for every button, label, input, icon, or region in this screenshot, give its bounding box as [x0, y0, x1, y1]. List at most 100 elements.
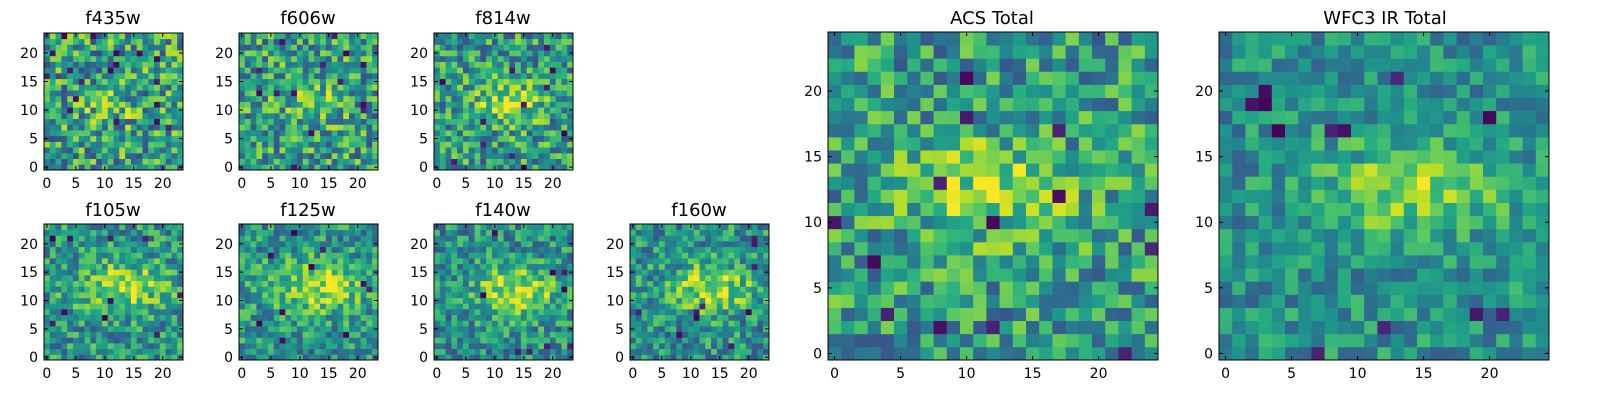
heatmap-cell	[894, 45, 908, 59]
heatmap-cell	[503, 78, 510, 85]
heatmap-cell	[676, 354, 683, 361]
heatmap-cell	[302, 286, 309, 293]
heatmap-cell	[1144, 202, 1159, 217]
heatmap-cell	[154, 78, 161, 85]
heatmap-cell	[267, 326, 275, 333]
heatmap-cell	[670, 303, 677, 310]
heatmap-cell	[159, 84, 167, 91]
heatmap-cell	[250, 147, 257, 154]
heatmap-cell	[148, 314, 155, 321]
heatmap-cell	[171, 84, 178, 91]
heatmap-cell	[544, 135, 551, 142]
heatmap-cell	[96, 320, 103, 327]
heatmap-cell	[555, 326, 562, 333]
heatmap-cell	[119, 224, 126, 231]
heatmap-cell	[308, 269, 315, 276]
heatmap-cell	[509, 124, 516, 131]
heatmap-cell	[84, 84, 91, 91]
heatmap-cell	[1078, 176, 1093, 190]
y-tick-label: 5	[615, 322, 624, 338]
heatmap-cell	[716, 331, 724, 338]
heatmap-cell	[308, 348, 315, 355]
heatmap-cell	[78, 124, 85, 131]
heatmap-cell	[687, 292, 695, 299]
heatmap-cell	[986, 215, 1000, 230]
plot-frame	[238, 223, 379, 361]
heatmap-cell	[728, 246, 735, 253]
heatmap-cell	[308, 303, 315, 310]
heatmap-cell	[1144, 333, 1159, 348]
heatmap-cell	[279, 297, 286, 304]
heatmap-cell	[705, 331, 712, 338]
heatmap-cell	[960, 97, 974, 112]
heatmap-cell	[49, 67, 56, 74]
heatmap-cell	[1311, 333, 1325, 348]
heatmap-cell	[267, 101, 275, 108]
heatmap-cell	[439, 50, 446, 57]
heatmap-cell	[61, 72, 68, 80]
plot-frame	[629, 223, 770, 361]
heatmap-cell	[555, 252, 562, 259]
heatmap-cell	[745, 235, 753, 242]
heatmap-cell	[711, 224, 718, 231]
heatmap-cell	[1012, 255, 1027, 269]
heatmap-cell	[509, 95, 516, 102]
heatmap-cell	[439, 309, 446, 316]
heatmap-cell	[84, 164, 91, 171]
heatmap-cell	[520, 292, 528, 299]
heatmap-cell	[653, 309, 660, 316]
heatmap-cell	[285, 124, 292, 131]
heatmap-cell	[262, 152, 269, 159]
heatmap-cell	[538, 67, 545, 74]
heatmap-cell	[273, 107, 280, 114]
heatmap-cell	[635, 331, 642, 338]
heatmap-cell	[687, 241, 695, 248]
heatmap-cell	[372, 55, 379, 62]
heatmap-cell	[354, 95, 362, 102]
heatmap-cell	[308, 61, 315, 68]
heatmap-cell	[907, 294, 921, 308]
heatmap-cell	[439, 95, 446, 102]
heatmap-cell	[728, 354, 735, 361]
heatmap-cell	[72, 135, 80, 142]
heatmap-cell	[880, 294, 895, 308]
heatmap-cell	[142, 78, 149, 85]
heatmap-cell	[171, 72, 178, 80]
heatmap-cell	[101, 135, 109, 142]
heatmap-cell	[302, 314, 309, 321]
heatmap-cell	[84, 224, 91, 231]
heatmap-cell	[468, 164, 475, 171]
heatmap-cell	[526, 314, 533, 321]
heatmap-cell	[561, 348, 568, 355]
heatmap-cell	[664, 337, 671, 344]
heatmap-cell	[320, 252, 327, 259]
heatmap-cell	[107, 292, 114, 299]
heatmap-cell	[96, 95, 103, 102]
heatmap-cell	[1065, 241, 1080, 256]
heatmap-cell	[722, 235, 729, 242]
heatmap-cell	[171, 337, 178, 344]
heatmap-cell	[101, 50, 109, 57]
heatmap-cell	[946, 71, 961, 85]
heatmap-cell	[728, 303, 735, 310]
heatmap-cell	[480, 275, 487, 282]
heatmap-cell	[549, 158, 557, 165]
heatmap-cell	[491, 303, 499, 310]
heatmap-cell	[1039, 45, 1053, 59]
heatmap-cell	[130, 275, 138, 282]
heatmap-cell	[515, 320, 522, 327]
heatmap-cell	[279, 55, 286, 62]
heatmap-cell	[854, 281, 868, 295]
heatmap-cell	[366, 241, 373, 248]
heatmap-cell	[880, 307, 895, 322]
heatmap-cell	[676, 235, 683, 242]
heatmap-cell	[880, 84, 895, 98]
heatmap-cell	[302, 331, 309, 338]
heatmap-cell	[682, 286, 689, 293]
heatmap-cell	[946, 136, 961, 151]
heatmap-cell	[1012, 163, 1027, 177]
heatmap-cell	[354, 337, 362, 344]
heatmap-cell	[544, 164, 551, 171]
heatmap-cell	[67, 95, 74, 102]
heatmap-cell	[113, 269, 120, 276]
